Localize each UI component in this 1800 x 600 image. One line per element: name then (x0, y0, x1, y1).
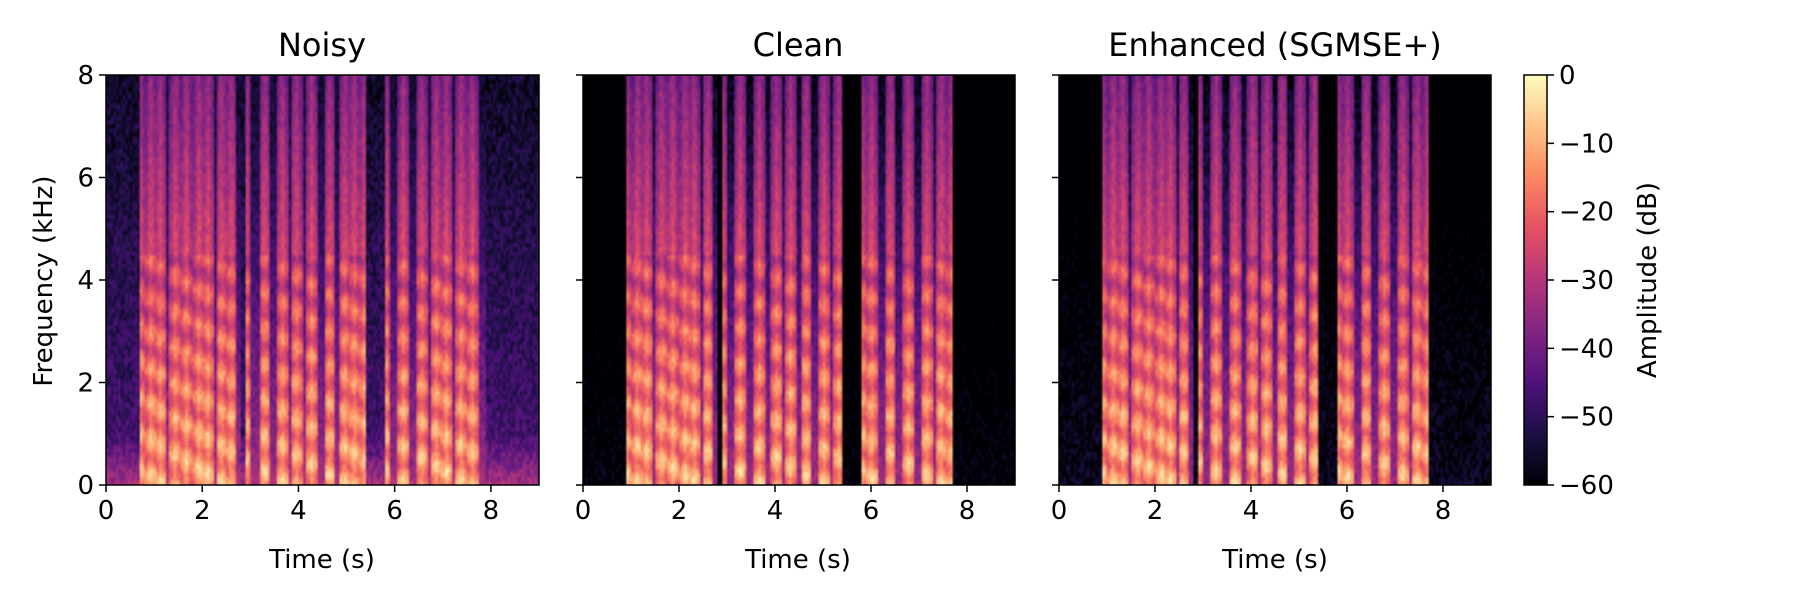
colorbar-tick-label: −60 (1559, 471, 1614, 501)
panel-noisy: Noisy Frequency (kHz) 0 2 4 6 8 0 2 4 6 8 Time (s… (29, 26, 540, 575)
colorbar-tick-label: −30 (1559, 266, 1614, 296)
y-tick-label: 0 (77, 471, 94, 501)
colorbar-gradient (1523, 74, 1548, 486)
x-axis-label: Time (s) (1221, 545, 1328, 575)
x-tick-label: 8 (483, 496, 500, 526)
x-tick-label: 4 (1243, 496, 1260, 526)
spectrogram-image (583, 75, 1015, 485)
x-tick-label: 8 (959, 496, 976, 526)
spectrogram-plot: 0 2 4 6 8 0 2 4 6 8 (77, 61, 540, 526)
x-tick-label: 6 (1339, 496, 1356, 526)
x-tick-label: 0 (1051, 496, 1068, 526)
y-tick-label: 4 (77, 266, 94, 296)
colorbar-label: Amplitude (dB) (1633, 182, 1663, 378)
x-tick-label: 6 (863, 496, 880, 526)
spectrogram-image (106, 75, 539, 485)
x-tick-label: 2 (1147, 496, 1164, 526)
x-tick-label: 6 (386, 496, 403, 526)
panel-title: Noisy (278, 26, 366, 64)
x-tick-label: 2 (671, 496, 688, 526)
colorbar: 0 −10 −20 −30 −40 −50 −60 Amplitude (dB) (1523, 61, 1663, 501)
x-tick-label: 2 (194, 496, 211, 526)
spectrogram-plot: 0 2 4 6 8 (1051, 74, 1492, 526)
y-axis-label: Frequency (kHz) (29, 175, 59, 386)
y-tick-label: 6 (77, 164, 94, 194)
panel-title: Enhanced (SGMSE+) (1108, 26, 1441, 64)
x-tick-label: 0 (575, 496, 592, 526)
x-tick-label: 0 (98, 496, 115, 526)
colorbar-tick-label: −40 (1559, 334, 1614, 364)
panel-enhanced: Enhanced (SGMSE+) 0 2 4 6 8 Time (s) (1051, 26, 1492, 575)
spectrogram-image (1059, 75, 1491, 485)
colorbar-ticks: 0 −10 −20 −30 −40 −50 −60 (1547, 61, 1614, 501)
colorbar-tick-label: 0 (1559, 61, 1576, 91)
y-tick-label: 2 (77, 369, 94, 399)
panel-title: Clean (753, 26, 844, 64)
x-tick-label: 8 (1435, 496, 1452, 526)
colorbar-tick-label: −50 (1559, 403, 1614, 433)
colorbar-tick-label: −10 (1559, 129, 1614, 159)
x-tick-label: 4 (767, 496, 784, 526)
colorbar-tick-label: −20 (1559, 198, 1614, 228)
x-tick-label: 4 (290, 496, 307, 526)
x-axis-label: Time (s) (744, 545, 851, 575)
panel-clean: Clean 0 2 4 6 8 Time (s) (575, 26, 1016, 575)
x-axis-label: Time (s) (268, 545, 375, 575)
spectrogram-plot: 0 2 4 6 8 (575, 74, 1016, 526)
y-tick-label: 8 (77, 61, 94, 91)
